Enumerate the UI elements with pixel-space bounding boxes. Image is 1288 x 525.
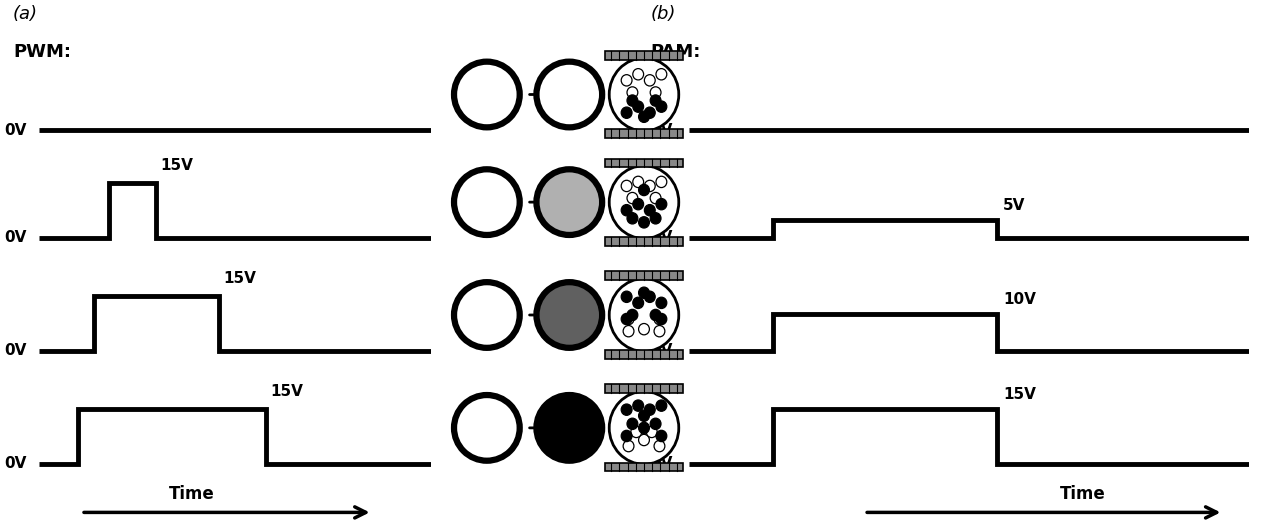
Circle shape [609,392,679,464]
Circle shape [453,282,520,348]
Circle shape [650,95,661,106]
Bar [605,271,683,280]
Circle shape [623,313,634,324]
Circle shape [623,326,634,337]
Circle shape [609,279,679,351]
Text: (a): (a) [13,5,37,23]
Circle shape [632,176,644,187]
Circle shape [644,180,656,192]
Circle shape [656,400,667,411]
Circle shape [537,282,601,348]
Circle shape [654,326,665,337]
Circle shape [654,313,665,324]
Circle shape [656,297,667,309]
Bar [605,463,683,471]
Circle shape [656,176,667,187]
Circle shape [627,418,638,429]
Circle shape [644,75,656,86]
Text: 15V: 15V [161,158,193,173]
Text: 0V: 0V [650,123,672,138]
Bar [605,237,683,246]
Text: 0V: 0V [4,123,27,138]
Circle shape [644,205,656,216]
Circle shape [632,400,644,411]
Text: (b): (b) [650,5,676,23]
Circle shape [644,404,656,415]
Circle shape [537,395,601,461]
Circle shape [537,61,601,128]
Circle shape [632,101,644,112]
Text: 0V: 0V [650,456,672,471]
Circle shape [453,61,520,128]
Circle shape [650,418,661,429]
Circle shape [656,430,667,442]
Circle shape [453,395,520,461]
Circle shape [632,198,644,210]
Circle shape [453,169,520,235]
Circle shape [656,198,667,210]
Circle shape [656,69,667,80]
Text: Time: Time [169,485,215,503]
Circle shape [631,426,641,438]
Circle shape [632,69,644,80]
Circle shape [639,434,649,446]
Circle shape [639,422,649,434]
Circle shape [644,291,656,302]
Circle shape [621,205,632,216]
Bar [605,384,683,393]
Circle shape [639,323,649,335]
Circle shape [650,87,661,98]
Circle shape [537,169,601,235]
Text: 15V: 15V [1003,387,1036,402]
Circle shape [627,95,638,106]
Circle shape [639,287,649,298]
Circle shape [627,87,638,98]
Circle shape [621,75,632,86]
Text: 15V: 15V [270,384,303,398]
Text: PWM:: PWM: [13,43,71,61]
Circle shape [621,313,632,324]
Circle shape [639,410,649,422]
Circle shape [644,107,656,118]
Circle shape [621,180,632,192]
Text: Time: Time [1060,485,1106,503]
Text: 0V: 0V [4,343,27,358]
Text: 15V: 15V [223,271,256,286]
Text: 0V: 0V [650,230,672,245]
Circle shape [656,101,667,112]
Text: 0V: 0V [4,456,27,471]
Circle shape [609,166,679,238]
Circle shape [639,111,649,122]
Circle shape [650,309,661,321]
Circle shape [627,193,638,204]
Bar [605,51,683,60]
Circle shape [627,309,638,321]
Bar [605,159,683,167]
Circle shape [621,404,632,415]
Text: 5V: 5V [1003,198,1025,213]
Circle shape [639,217,649,228]
Text: 10V: 10V [1003,292,1036,307]
Circle shape [627,213,638,224]
Circle shape [632,297,644,309]
Circle shape [621,430,632,442]
Text: 0V: 0V [4,230,27,245]
Circle shape [654,440,665,452]
Text: 0V: 0V [650,343,672,358]
Bar [605,350,683,359]
Circle shape [650,193,661,204]
Circle shape [621,291,632,302]
Circle shape [621,107,632,118]
Circle shape [647,426,657,438]
Circle shape [639,184,649,196]
Circle shape [623,440,634,452]
Bar [605,129,683,138]
Circle shape [609,58,679,131]
Circle shape [650,213,661,224]
Text: PAM:: PAM: [650,43,701,61]
Circle shape [656,313,667,324]
